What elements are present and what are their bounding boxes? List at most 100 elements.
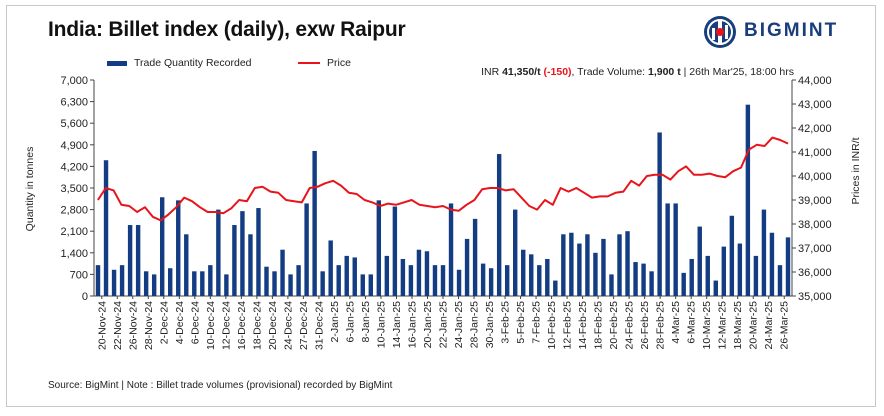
info-price: 41,350/t (502, 66, 541, 78)
quantity-bar (496, 154, 502, 296)
left-axis-title: Quantity in tonnes (24, 147, 36, 232)
x-tick-label: 6-Jan-25 (344, 301, 356, 343)
x-tick-label: 4-Dec-24 (174, 301, 186, 344)
quantity-bar (296, 265, 301, 296)
quantity-bar (480, 263, 486, 296)
x-tick-label: 31-Dec-24 (313, 301, 325, 350)
x-tick-label: 28-Jan-25 (469, 301, 481, 348)
x-tick-label: 4-Mar-25 (670, 301, 682, 344)
quantity-bar (168, 268, 173, 296)
quantity-bar (360, 274, 365, 296)
quantity-bar (240, 211, 245, 296)
quantity-bar (504, 265, 510, 296)
quantity-bar (729, 215, 735, 296)
quantity-bar (529, 254, 534, 296)
quantity-bar (159, 197, 165, 296)
x-tick-label: 18-Feb-25 (593, 301, 605, 350)
x-tick-label: 26-Mar-25 (779, 301, 791, 350)
quantity-bar (521, 249, 526, 296)
quantity-bar (737, 243, 743, 296)
quantity-bar (135, 225, 141, 296)
quantity-bar (264, 266, 269, 296)
left-tick-label: 2,100 (60, 226, 88, 238)
quantity-bar (721, 246, 727, 296)
price-line (97, 136, 789, 222)
x-tick-label: 8-Jan-25 (360, 301, 372, 343)
x-tick-label: 28-Feb-25 (655, 301, 667, 350)
quantity-bar (320, 271, 325, 296)
quantity-bar (111, 269, 117, 296)
quantity-bar (673, 203, 678, 296)
quantity-bar (545, 258, 550, 296)
left-tick-label: 2,800 (60, 205, 88, 217)
x-tick-label: 5-Feb-25 (515, 301, 527, 344)
x-tick-label: 10-Feb-25 (546, 301, 558, 350)
quantity-bar (176, 200, 181, 296)
quantity-bar (192, 271, 197, 296)
quantity-bar (561, 234, 566, 296)
x-tick-label: 28-Nov-24 (143, 301, 155, 350)
quantity-bar (127, 225, 133, 296)
quantity-bar (336, 265, 341, 296)
left-tick-label: 700 (70, 269, 88, 281)
x-tick-label: 6-Dec-24 (189, 301, 201, 344)
left-tick-label: 4,200 (60, 161, 88, 173)
x-tick-label: 24-Feb-25 (624, 301, 636, 350)
quantity-bar (569, 232, 574, 296)
quantity-bar (777, 265, 783, 296)
quantity-bar (649, 271, 654, 296)
left-tick-label: 1,400 (60, 248, 88, 260)
quantity-bar (256, 208, 261, 296)
quantity-bar (657, 132, 662, 296)
x-tick-label: 10-Dec-24 (205, 301, 217, 350)
x-tick-label: 20-Dec-24 (267, 301, 279, 350)
legend-bar-label: Trade Quantity Recorded (134, 57, 252, 69)
x-tick-label: 2-Jan-25 (329, 301, 341, 343)
x-tick-label: 14-Feb-25 (577, 301, 589, 350)
logo-text: BIGMINT (744, 20, 839, 41)
right-tick-label: 41,000 (798, 147, 832, 159)
line-series (97, 136, 789, 222)
quantity-bar (761, 209, 767, 296)
quantity-bar (312, 150, 317, 296)
x-tick-label: 10-Jan-25 (376, 301, 388, 348)
quantity-bar (432, 265, 438, 296)
x-tick-label: 6-Mar-25 (686, 301, 698, 344)
right-tick-label: 40,000 (798, 171, 832, 183)
quantity-bar (368, 274, 373, 296)
source-note: Source: BigMint | Note : Billet trade vo… (48, 380, 393, 391)
quantity-bar (392, 206, 398, 296)
right-tick-label: 36,000 (798, 267, 832, 279)
info-prefix: INR (481, 66, 503, 78)
x-tick-label: 12-Mar-25 (717, 301, 729, 350)
quantity-bar (665, 203, 670, 296)
x-tick-label: 10-Mar-25 (701, 301, 713, 350)
x-tick-label: 16-Dec-24 (236, 301, 248, 350)
quantity-bar (288, 274, 293, 296)
info-volume: 1,900 t (648, 66, 681, 78)
right-tick-label: 44,000 (798, 75, 832, 87)
legend-line-swatch (298, 62, 320, 64)
right-tick-label: 38,000 (798, 219, 832, 231)
quantity-bar (513, 209, 518, 296)
quantity-bar (705, 255, 710, 296)
x-tick-label: 22-Jan-25 (438, 301, 450, 348)
quantity-bar (232, 225, 237, 296)
quantity-bar (633, 262, 638, 296)
x-tick-label: 20-Mar-25 (748, 301, 760, 350)
quantity-bar (641, 263, 646, 296)
quantity-bar (95, 265, 101, 296)
quantity-bar (745, 104, 751, 296)
quantity-bar (384, 255, 390, 296)
quantity-bar (625, 231, 630, 296)
quantity-bar (184, 234, 189, 296)
info-change: (-150) (543, 66, 572, 78)
left-tick-label: 4,900 (60, 140, 88, 152)
info-date: | 26th Mar'25, 18:00 hrs (680, 66, 794, 78)
quantity-bar (376, 200, 382, 296)
x-tick-label: 18-Mar-25 (732, 301, 744, 350)
quantity-bar (248, 234, 253, 296)
quantity-bar (448, 203, 454, 296)
quantity-bar (753, 255, 759, 296)
x-tick-label: 2-Dec-24 (158, 301, 170, 344)
